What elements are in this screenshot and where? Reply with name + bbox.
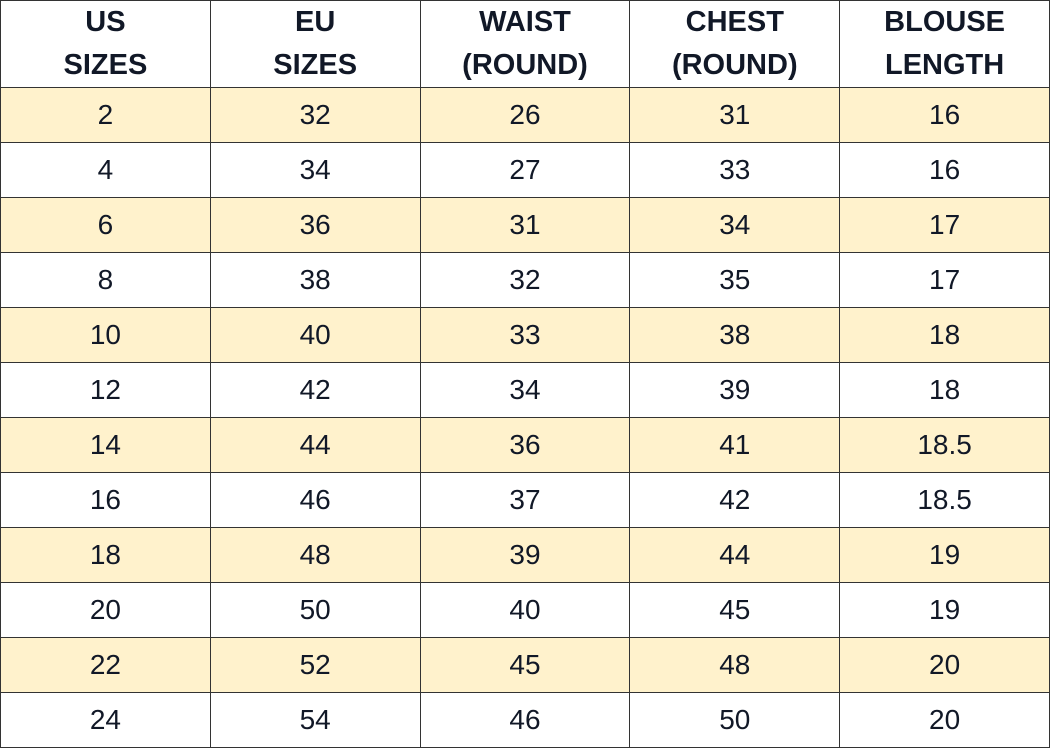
header-chest: CHEST (ROUND)	[629, 0, 841, 88]
cell-chest: 34	[629, 197, 841, 253]
header-line: LENGTH	[884, 49, 1005, 81]
header-line: WAIST	[479, 6, 571, 38]
cell-us-size: 10	[0, 307, 211, 363]
cell-us-size: 18	[0, 527, 211, 583]
cell-us-size: 16	[0, 472, 211, 528]
cell-us-size: 24	[0, 692, 211, 748]
cell-chest: 48	[629, 637, 841, 693]
table-row: 24 54 46 50 20	[0, 692, 1050, 748]
table-row: 20 50 40 45 19	[0, 582, 1050, 638]
cell-waist: 39	[419, 527, 631, 583]
cell-blouse-length: 16	[839, 87, 1050, 143]
header-line: SIZES	[63, 49, 148, 81]
header-eu-size: EU SIZES	[209, 0, 421, 88]
table-row: 10 40 33 38 18	[0, 307, 1050, 363]
cell-waist: 33	[419, 307, 631, 363]
cell-blouse-length: 16	[839, 142, 1050, 198]
cell-us-size: 22	[0, 637, 211, 693]
table-row: 12 42 34 39 18	[0, 362, 1050, 418]
cell-waist: 40	[419, 582, 631, 638]
cell-us-size: 14	[0, 417, 211, 473]
header-blouse-length: BLOUSE LENGTH	[839, 0, 1050, 88]
header-line: CHEST	[685, 6, 784, 38]
header-row: US SIZES EU SIZES WAIST (ROUND) CHEST (ROUND) BL…	[0, 0, 1050, 88]
cell-blouse-length: 19	[839, 527, 1050, 583]
cell-blouse-length: 18.5	[839, 472, 1050, 528]
table-row: 2 32 26 31 16	[0, 87, 1050, 143]
cell-chest: 33	[629, 142, 841, 198]
cell-eu-size: 54	[209, 692, 421, 748]
cell-blouse-length: 20	[839, 637, 1050, 693]
header-waist: WAIST (ROUND)	[419, 0, 631, 88]
table-row: 18 48 39 44 19	[0, 527, 1050, 583]
header-line: (ROUND)	[671, 49, 798, 81]
table-row: 16 46 37 42 18.5	[0, 472, 1050, 528]
cell-waist: 37	[419, 472, 631, 528]
cell-eu-size: 42	[209, 362, 421, 418]
header-line: (ROUND)	[462, 49, 588, 81]
cell-waist: 34	[419, 362, 631, 418]
cell-eu-size: 36	[209, 197, 421, 253]
cell-blouse-length: 20	[839, 692, 1050, 748]
cell-chest: 42	[629, 472, 841, 528]
cell-chest: 31	[629, 87, 841, 143]
table-row: 8 38 32 35 17	[0, 252, 1050, 308]
header-line: BLOUSE	[884, 6, 1006, 38]
cell-blouse-length: 18	[839, 307, 1050, 363]
table-row: 14 44 36 41 18.5	[0, 417, 1050, 473]
cell-chest: 38	[629, 307, 841, 363]
cell-us-size: 4	[0, 142, 211, 198]
cell-chest: 41	[629, 417, 841, 473]
cell-chest: 45	[629, 582, 841, 638]
table-row: 4 34 27 33 16	[0, 142, 1050, 198]
cell-eu-size: 44	[209, 417, 421, 473]
cell-waist: 46	[419, 692, 631, 748]
cell-chest: 35	[629, 252, 841, 308]
header-line: US	[85, 6, 126, 38]
cell-us-size: 12	[0, 362, 211, 418]
cell-us-size: 6	[0, 197, 211, 253]
table-row: 22 52 45 48 20	[0, 637, 1050, 693]
cell-chest: 50	[629, 692, 841, 748]
cell-blouse-length: 18.5	[839, 417, 1050, 473]
cell-eu-size: 34	[209, 142, 421, 198]
cell-waist: 32	[419, 252, 631, 308]
cell-waist: 31	[419, 197, 631, 253]
cell-eu-size: 40	[209, 307, 421, 363]
header-us-size: US SIZES	[0, 0, 211, 88]
cell-chest: 44	[629, 527, 841, 583]
header-line: SIZES	[273, 49, 358, 81]
cell-eu-size: 38	[209, 252, 421, 308]
cell-eu-size: 32	[209, 87, 421, 143]
cell-waist: 36	[419, 417, 631, 473]
cell-eu-size: 46	[209, 472, 421, 528]
cell-blouse-length: 18	[839, 362, 1050, 418]
cell-us-size: 8	[0, 252, 211, 308]
cell-waist: 26	[419, 87, 631, 143]
cell-us-size: 2	[0, 87, 211, 143]
cell-us-size: 20	[0, 582, 211, 638]
cell-chest: 39	[629, 362, 841, 418]
cell-blouse-length: 19	[839, 582, 1050, 638]
cell-blouse-length: 17	[839, 252, 1050, 308]
cell-eu-size: 50	[209, 582, 421, 638]
cell-waist: 45	[419, 637, 631, 693]
cell-waist: 27	[419, 142, 631, 198]
cell-blouse-length: 17	[839, 197, 1050, 253]
header-line: EU	[295, 6, 336, 38]
table-row: 6 36 31 34 17	[0, 197, 1050, 253]
cell-eu-size: 52	[209, 637, 421, 693]
cell-eu-size: 48	[209, 527, 421, 583]
